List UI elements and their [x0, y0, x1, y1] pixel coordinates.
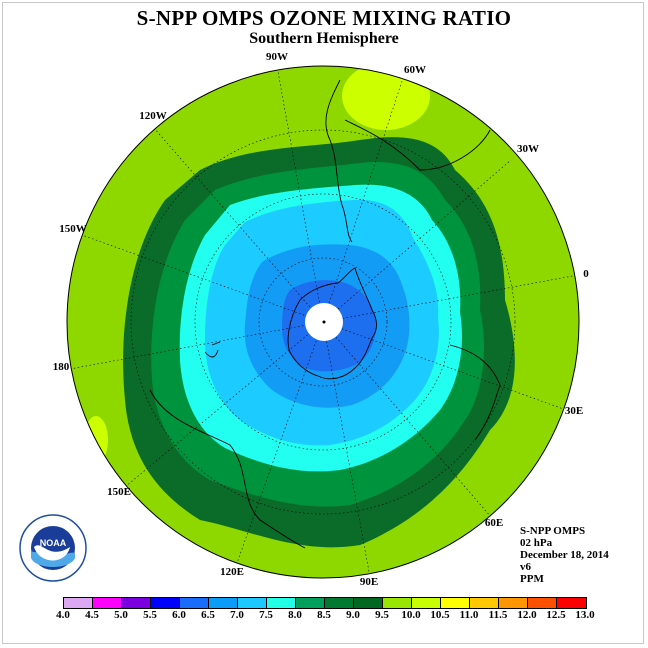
lon-label-120e: 120E — [220, 566, 244, 578]
colorbar-tick-label: 10.5 — [430, 609, 450, 621]
graticule — [69, 66, 579, 578]
colorbar-tick-label: 10.0 — [401, 609, 421, 621]
colorbar-tick-label: 5.0 — [114, 609, 128, 621]
colorbar-swatch — [238, 598, 267, 608]
colorbar-swatch — [64, 598, 93, 608]
colorbar-tick-label: 9.0 — [346, 609, 360, 621]
colorbar-swatch — [441, 598, 470, 608]
lon-label-180: 180 — [52, 361, 70, 373]
colorbar-tick-label: 6.0 — [172, 609, 186, 621]
antarctica-coast — [287, 267, 377, 380]
colorbar — [63, 597, 587, 609]
map-subtitle: Southern Hemisphere — [249, 30, 399, 47]
colorbar-swatch — [528, 598, 557, 608]
colorbar-swatch — [151, 598, 180, 608]
lon-label-0: 0 — [583, 268, 589, 280]
lon-label-90e: 90E — [359, 576, 379, 588]
coastlines — [149, 79, 501, 549]
colorbar-tick-label: 7.5 — [259, 609, 273, 621]
lon-label-150w: 150W — [59, 223, 87, 235]
pole-dot — [322, 320, 326, 324]
colorbar-swatch — [470, 598, 499, 608]
colorbar-swatch — [122, 598, 151, 608]
colorbar-tick-label: 11.5 — [488, 609, 508, 621]
colorbar-swatch — [354, 598, 383, 608]
map-title: S-NPP OMPS OZONE MIXING RATIO — [136, 6, 512, 30]
colorbar-swatch — [180, 598, 209, 608]
colorbar-tick-label: 12.5 — [546, 609, 566, 621]
map-boundary — [66, 65, 580, 579]
colorbar-swatch — [296, 598, 325, 608]
colorbar-tick-label: 4.0 — [56, 609, 70, 621]
colorbar-swatch — [412, 598, 441, 608]
noaa-logo: NOAA — [18, 513, 88, 583]
colorbar-swatch — [557, 598, 586, 608]
version-label: v6 — [520, 561, 531, 573]
lon-label-90w: 90W — [266, 51, 288, 63]
south-america-coast — [325, 79, 491, 243]
lon-label-120w: 120W — [139, 110, 167, 122]
colorbar-swatch — [499, 598, 528, 608]
lon-label-60e: 60E — [484, 517, 504, 529]
colorbar-tick-label: 8.5 — [317, 609, 331, 621]
colorbar-swatch — [209, 598, 238, 608]
colorbar-tick-label: 7.0 — [230, 609, 244, 621]
colorbar-tick-label: 13.0 — [575, 609, 595, 621]
lon-label-60w: 60W — [404, 64, 426, 76]
pressure-level: 02 hPa — [520, 537, 553, 549]
colorbar-swatch — [325, 598, 354, 608]
units-label: PPM — [520, 573, 544, 585]
lon-label-30e: 30E — [564, 405, 584, 417]
australia-coast — [149, 389, 306, 549]
colorbar-tick-label: 12.0 — [517, 609, 537, 621]
colorbar-swatch — [267, 598, 296, 608]
lon-label-30w: 30W — [517, 143, 539, 155]
colorbar-tick-label: 11.0 — [459, 609, 479, 621]
svg-text:NOAA: NOAA — [40, 538, 67, 548]
colorbar-tick-label: 6.5 — [201, 609, 215, 621]
new-zealand-coast — [204, 341, 221, 358]
colorbar-tick-label: 4.5 — [85, 609, 99, 621]
date-label: December 18, 2014 — [520, 549, 609, 561]
lon-label-150e: 150E — [107, 486, 131, 498]
colorbar-swatch — [93, 598, 122, 608]
colorbar-tick-label: 9.5 — [375, 609, 389, 621]
colorbar-tick-label: 5.5 — [143, 609, 157, 621]
colorbar-tick-label: 8.0 — [288, 609, 302, 621]
instrument-label: S-NPP OMPS — [520, 525, 586, 537]
colorbar-swatch — [383, 598, 412, 608]
africa-coast — [449, 344, 501, 441]
product-info: S-NPP OMPS 02 hPa December 18, 2014 v6 P… — [520, 525, 609, 585]
